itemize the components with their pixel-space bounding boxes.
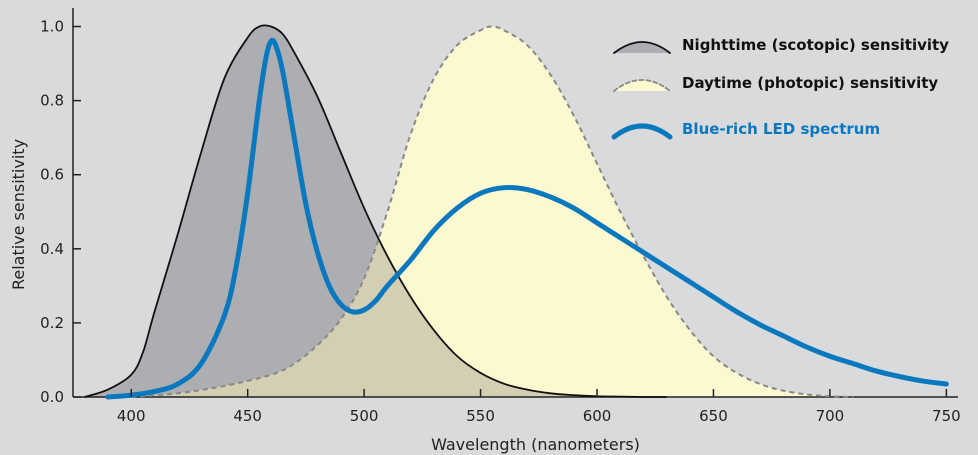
line-layer — [84, 24, 949, 400]
legend-item-photopic: Daytime (photopic) sensitivity — [613, 74, 938, 92]
legend-swatch-line — [613, 79, 671, 92]
x-tick-label: 600 — [583, 407, 612, 425]
x-tick-label: 550 — [466, 407, 495, 425]
y-tick-label: 1.0 — [40, 18, 64, 36]
y-tick-label: 0.6 — [40, 166, 64, 184]
photopic-area — [131, 26, 854, 398]
y-tick-label: 0.0 — [40, 388, 64, 406]
x-tick-label: 500 — [350, 407, 379, 425]
axes — [72, 8, 958, 398]
legend-swatch-line — [611, 123, 673, 140]
y-tick-label: 0.4 — [40, 240, 64, 258]
x-axis-label: Wavelength (nanometers) — [431, 435, 640, 454]
led-line — [105, 37, 949, 400]
legend-label: Daytime (photopic) sensitivity — [682, 74, 938, 92]
legend-swatch-line — [613, 41, 671, 54]
tick-layer: 400 450 500 550 600 650 700 750 0.0 0.2 0.4 0.6 0.8 1… — [40, 18, 961, 425]
x-tick-label: 700 — [816, 407, 845, 425]
y-tick-label: 0.8 — [40, 92, 64, 110]
legend: Nighttime (scotopic) sensitivity Daytime … — [611, 36, 949, 140]
legend-item-scotopic: Nighttime (scotopic) sensitivity — [613, 36, 949, 54]
legend-label: Blue-rich LED spectrum — [682, 120, 880, 138]
x-tick-label: 450 — [233, 407, 262, 425]
x-tick-label: 750 — [932, 407, 961, 425]
y-tick-label: 0.2 — [40, 314, 64, 332]
scotopic-line — [84, 24, 667, 398]
legend-item-led: Blue-rich LED spectrum — [611, 120, 880, 140]
legend-label: Nighttime (scotopic) sensitivity — [682, 36, 949, 54]
y-axis-label: Relative sensitivity — [9, 139, 28, 290]
x-tick-label: 650 — [699, 407, 728, 425]
x-tick-label: 400 — [117, 407, 146, 425]
